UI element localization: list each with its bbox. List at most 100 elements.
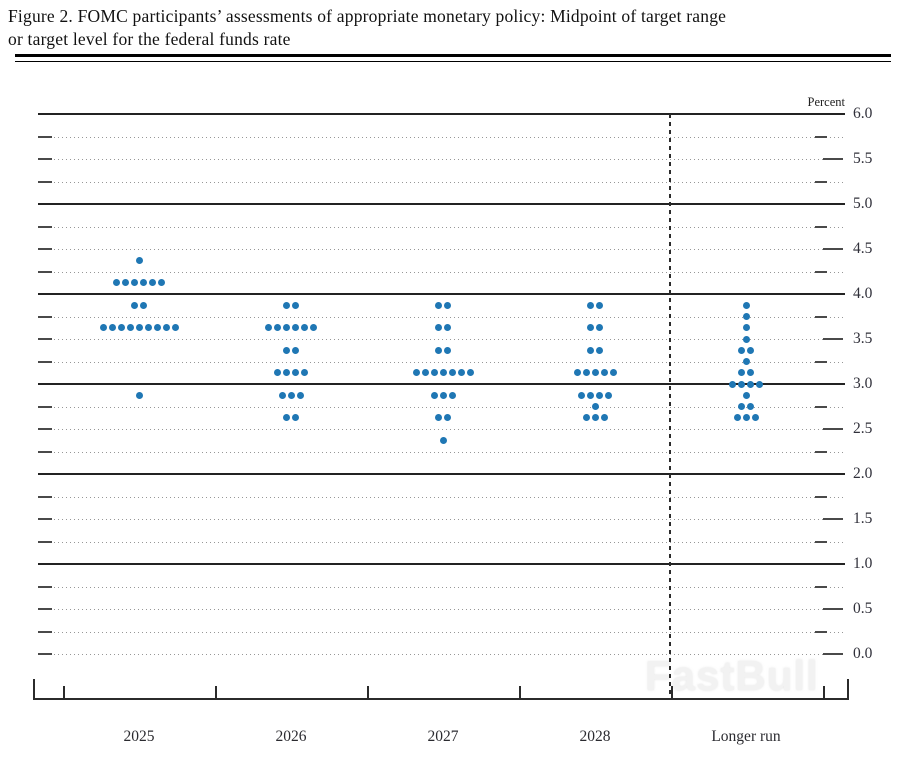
projection-dot <box>600 414 608 422</box>
projection-dot <box>742 414 750 422</box>
projection-dot <box>296 391 304 399</box>
gridline-solid-2.00 <box>38 473 845 475</box>
dots-longer-run-2.875 <box>742 391 750 399</box>
gridline-dotted-5.25 <box>38 180 845 183</box>
gridline-right-tick <box>823 608 843 610</box>
projection-dot <box>439 369 447 377</box>
dots-2028-2.875 <box>578 391 612 399</box>
projection-dot <box>596 301 603 309</box>
projection-dot <box>751 414 759 422</box>
projection-dot <box>435 324 442 332</box>
y-axis-label-1.5: 1.5 <box>853 510 873 527</box>
gridline-left-tick <box>38 653 52 655</box>
projection-dot <box>283 324 290 332</box>
projection-dot <box>605 391 612 399</box>
gridline-right-tick <box>815 540 827 543</box>
projection-dot <box>573 369 581 377</box>
projection-dot <box>301 324 308 332</box>
projection-dot <box>149 279 156 287</box>
gridline-dotted-0.25 <box>38 630 845 633</box>
figure-title: Figure 2. FOMC participants’ assessments… <box>8 5 896 51</box>
gridline-left-tick <box>38 360 52 363</box>
gridline-solid-4.00 <box>38 293 845 295</box>
projection-dot <box>435 301 442 309</box>
dots-longer-run-3.25 <box>742 358 750 365</box>
projection-dot <box>444 346 451 354</box>
projection-dot <box>582 414 590 422</box>
dots-2026-3.875 <box>283 301 299 309</box>
dots-2028-3.625 <box>587 324 603 332</box>
projection-dot <box>162 324 170 332</box>
dots-longer-run-3.375 <box>738 346 754 354</box>
gridline-dotted-4.75 <box>38 225 845 228</box>
gridline-dotted-1.50 <box>38 518 845 520</box>
longer-run-separator-line <box>669 114 671 700</box>
y-axis-label-4.5: 4.5 <box>853 240 873 257</box>
gridline-left-tick <box>38 338 52 340</box>
y-axis-label-4.0: 4.0 <box>853 285 873 302</box>
projection-dot <box>430 369 438 377</box>
gridline-right-tick <box>823 653 843 655</box>
projection-dot <box>466 369 474 377</box>
y-axis-label-1.0: 1.0 <box>853 555 873 572</box>
gridline-left-tick <box>38 518 52 520</box>
projection-dot <box>747 369 754 377</box>
x-axis-label-2026: 2026 <box>275 728 307 745</box>
gridline-right-tick <box>815 135 827 138</box>
figure-title-line2: or target level for the federal funds ra… <box>8 29 291 49</box>
dots-2027-3.625 <box>435 324 451 332</box>
y-axis-label-0.5: 0.5 <box>853 600 873 617</box>
dots-longer-run-3.875 <box>742 301 750 309</box>
projection-dot <box>742 391 750 399</box>
gridline-dotted-0.00 <box>38 653 845 655</box>
projection-dot <box>421 369 429 377</box>
title-divider-rule <box>15 54 891 62</box>
gridline-right-tick <box>815 360 827 363</box>
gridline-dotted-3.50 <box>38 338 845 340</box>
projection-dot <box>747 403 754 410</box>
gridline-solid-6.00 <box>38 113 845 115</box>
gridline-dotted-1.75 <box>38 495 845 498</box>
projection-dot <box>287 391 295 399</box>
y-axis-label-3.0: 3.0 <box>853 375 873 392</box>
gridline-dotted-2.50 <box>38 428 845 430</box>
dots-longer-run-2.625 <box>733 414 759 422</box>
dots-2027-2.375 <box>439 436 447 444</box>
x-axis-tick-0 <box>63 686 65 698</box>
gridline-right-tick <box>815 315 827 318</box>
gridline-left-tick <box>38 405 52 408</box>
projection-dot <box>600 369 608 377</box>
gridline-right-tick <box>815 225 827 228</box>
projection-dot <box>578 391 585 399</box>
projection-dot <box>596 391 603 399</box>
gridline-right-tick <box>823 248 843 250</box>
projection-dot <box>448 369 456 377</box>
projection-dot <box>292 324 299 332</box>
projection-dot <box>153 324 161 332</box>
dots-2027-3.875 <box>435 301 451 309</box>
projection-dot <box>738 380 745 388</box>
dots-2025-3.875 <box>131 301 147 309</box>
projection-dot <box>742 358 750 365</box>
dots-2026-3.625 <box>265 324 317 332</box>
projection-dot <box>444 324 451 332</box>
projection-dot <box>171 324 179 332</box>
projection-dot <box>430 391 438 399</box>
projection-dot <box>131 301 138 309</box>
gridline-right-tick <box>815 630 827 633</box>
dots-2026-2.875 <box>278 391 304 399</box>
x-axis-label-2027: 2027 <box>427 728 459 745</box>
gridline-left-tick <box>38 495 52 498</box>
gridline-left-tick <box>38 540 52 543</box>
dots-2028-2.625 <box>582 414 608 422</box>
dots-2026-3.125 <box>274 369 308 377</box>
dots-2028-3.375 <box>587 346 603 354</box>
projection-dot <box>158 279 165 287</box>
gridline-left-tick <box>38 225 52 228</box>
projection-dot <box>122 279 129 287</box>
projection-dot <box>135 256 143 264</box>
dots-2025-4.375 <box>135 256 143 264</box>
dots-2028-2.75 <box>591 403 599 410</box>
projection-dot <box>587 346 594 354</box>
